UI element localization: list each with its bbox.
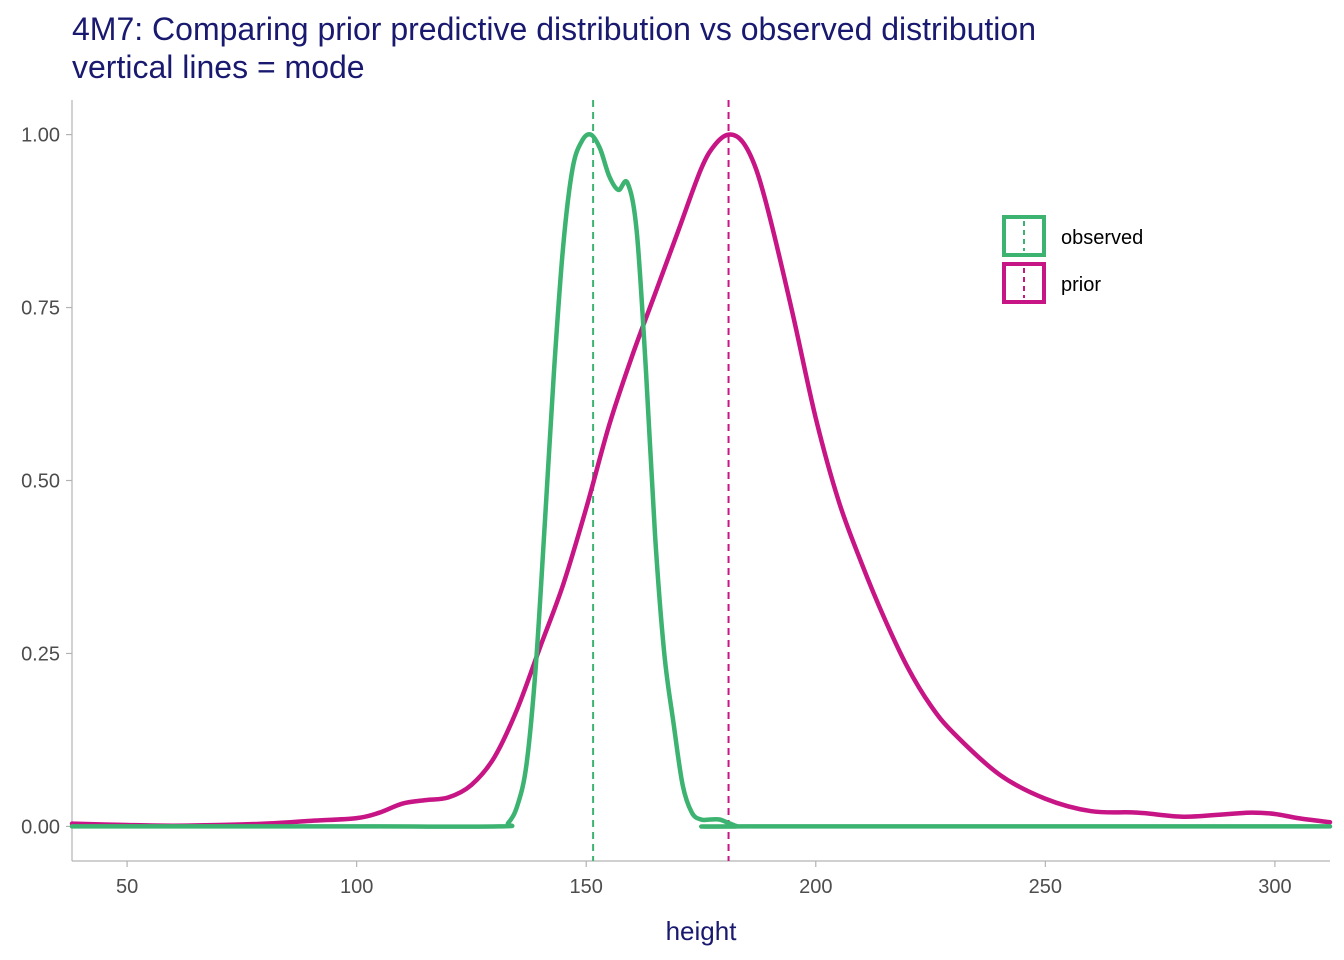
observed-density-line — [69, 132, 1333, 829]
axes — [71, 100, 1330, 862]
x-tick-label: 50 — [116, 876, 138, 898]
x-axis-title: height — [666, 916, 738, 946]
chart-title-block: 4M7: Comparing prior predictive distribu… — [72, 10, 1036, 86]
x-tick-label: 100 — [340, 876, 373, 898]
y-tick-label: 1.00 — [21, 125, 60, 147]
mode-lines — [592, 100, 730, 861]
x-tick-label: 300 — [1258, 876, 1291, 898]
series-group — [69, 132, 1333, 829]
observed-legend-label: observed — [1061, 227, 1143, 249]
y-tick-label: 0.00 — [21, 816, 60, 838]
prior-legend-key — [1002, 262, 1046, 304]
y-tick-label: 0.25 — [21, 643, 60, 665]
observed-legend-key — [1002, 215, 1046, 257]
prior-density-line — [69, 132, 1333, 828]
prior-legend-label: prior — [1061, 274, 1101, 296]
y-tick-label: 0.50 — [21, 471, 60, 493]
x-ticks: 50 100 150 200 250 300 — [116, 861, 1292, 898]
chart-subtitle: vertical lines = mode — [72, 49, 365, 85]
x-tick-label: 200 — [799, 876, 832, 898]
x-tick-label: 150 — [570, 876, 603, 898]
legend: observed prior — [1002, 215, 1143, 304]
y-tick-label: 0.75 — [21, 298, 60, 320]
chart-title: 4M7: Comparing prior predictive distribu… — [72, 11, 1036, 47]
x-tick-label: 250 — [1029, 876, 1062, 898]
y-ticks: 0.00 0.25 0.50 0.75 1.00 — [21, 125, 72, 838]
